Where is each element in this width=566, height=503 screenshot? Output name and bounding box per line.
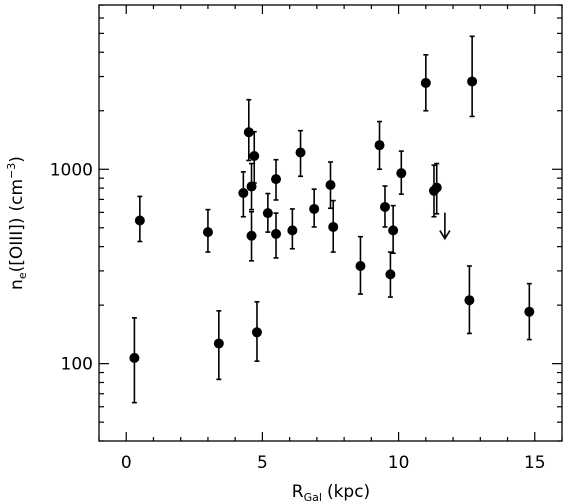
error-bars: [131, 35, 532, 404]
y-tick-label: 100: [61, 355, 93, 375]
y-axis-ticks: 100 1000: [50, 4, 562, 442]
x-tick-label: 0: [121, 453, 132, 473]
data-point: [271, 174, 282, 185]
data-point: [355, 260, 366, 271]
data-point: [134, 215, 145, 226]
x-axis-ticks: 0 5 10 15: [98, 5, 563, 473]
x-tick-label: 5: [257, 453, 268, 473]
data-point: [213, 338, 224, 349]
data-point: [295, 147, 306, 158]
x-tick-label: 15: [524, 453, 546, 473]
data-point: [420, 77, 431, 88]
x-axis-label: RGal (kpc): [292, 482, 370, 503]
data-point: [262, 208, 273, 219]
data-point: [431, 182, 442, 193]
data-point: [238, 187, 249, 198]
data-point: [467, 76, 478, 87]
x-tick-label: 10: [388, 453, 410, 473]
data-point: [385, 269, 396, 280]
data-point: [251, 327, 262, 338]
data-point: [249, 151, 260, 162]
data-point: [524, 306, 535, 317]
data-point: [287, 225, 298, 236]
data-point: [271, 228, 282, 239]
upper-limit-head: [439, 230, 451, 241]
data-point: [379, 201, 390, 212]
data-point: [202, 227, 213, 238]
data-point: [328, 221, 339, 232]
data-point: [388, 225, 399, 236]
data-point: [129, 352, 140, 363]
y-axis-label: ne([OIII])(cm−3): [5, 156, 29, 290]
data-point: [309, 203, 320, 214]
data-point: [246, 181, 257, 192]
data-point: [396, 168, 407, 179]
data-point: [246, 230, 257, 241]
upper-limit-arrows: [439, 212, 451, 241]
data-point: [464, 295, 475, 306]
data-point: [374, 140, 385, 151]
plot-frame: [98, 4, 563, 442]
data-point: [243, 127, 254, 138]
y-tick-label: 1000: [50, 160, 93, 180]
data-points: [129, 76, 535, 363]
data-point: [325, 179, 336, 190]
